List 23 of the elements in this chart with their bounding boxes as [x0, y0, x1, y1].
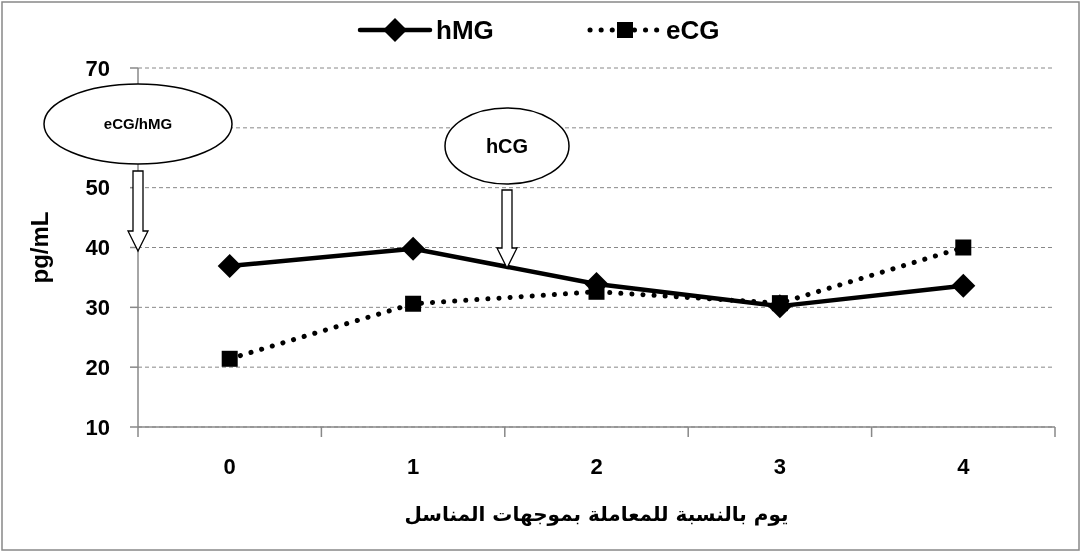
x-tick-label: 0: [223, 454, 236, 479]
point: [221, 350, 238, 367]
y-tick-label: 70: [85, 55, 110, 81]
point: [217, 254, 242, 279]
x-axis-title: يوم بالنسبة للمعاملة بموجهات المناسل: [404, 502, 789, 526]
legend-label: eCG: [666, 15, 720, 46]
legend-label: hMG: [436, 15, 494, 46]
y-tick-label: 40: [85, 235, 110, 261]
point: [405, 295, 422, 312]
annotation: eCG/hMG: [103, 115, 173, 133]
y-tick-label: 10: [85, 414, 110, 440]
point: [951, 273, 976, 298]
point: [401, 236, 426, 261]
x-tick-label: 4: [957, 454, 971, 479]
x-tick-label: 1: [406, 454, 420, 479]
y-axis-title: pg/mL: [26, 211, 54, 284]
x-tick-label: 3: [773, 454, 787, 479]
x-tick-label: 2: [590, 454, 603, 479]
y-tick-label: 20: [85, 354, 110, 380]
point: [955, 239, 972, 256]
y-tick-label: 30: [85, 295, 110, 321]
annotation: hCG: [485, 135, 529, 157]
y-tick-label: 50: [85, 175, 110, 201]
